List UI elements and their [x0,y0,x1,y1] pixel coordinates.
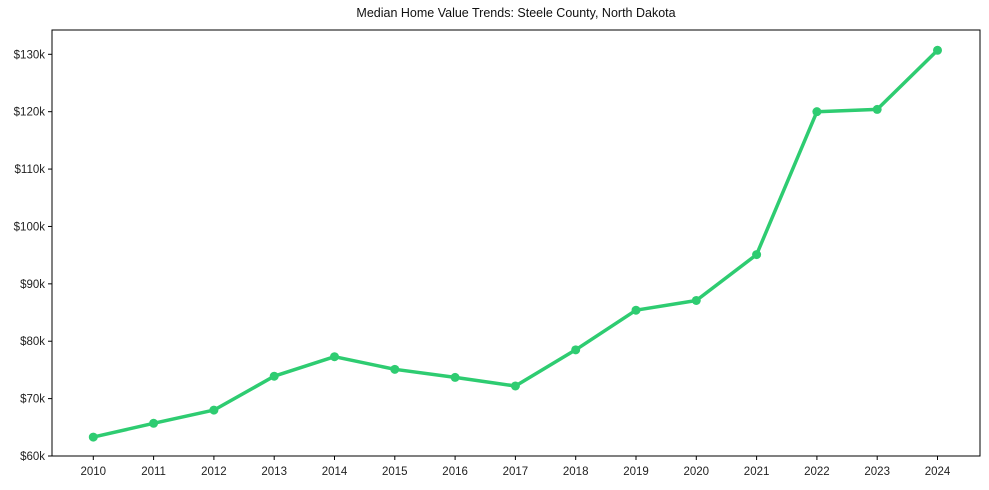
data-point-marker [933,45,942,55]
x-tick-label: 2013 [261,466,287,478]
data-point-marker [510,381,520,391]
x-tick-label: 2014 [322,466,348,478]
data-point-marker [812,107,822,117]
x-tick-label: 2016 [442,466,468,478]
y-tick-label: $80k [20,336,45,348]
x-tick-label: 2019 [623,466,649,478]
data-point-marker [390,364,400,374]
y-tick-label: $130k [14,49,46,61]
data-point-marker [209,405,219,415]
x-tick-label: 2024 [925,466,951,478]
x-tick-label: 2017 [503,466,529,478]
x-tick-label: 2012 [201,466,227,478]
x-tick-label: 2022 [804,466,830,478]
data-point-marker [571,345,581,355]
data-point-marker [269,371,279,381]
data-point-marker [330,352,339,362]
x-tick-label: 2020 [684,466,710,478]
x-tick-label: 2023 [864,466,890,478]
x-tick-label: 2011 [141,466,166,478]
y-tick-label: $60k [20,451,45,463]
y-tick-label: $120k [14,107,46,119]
x-tick-label: 2015 [382,466,408,478]
y-tick-label: $90k [20,279,45,291]
y-tick-label: $70k [20,394,45,406]
data-point-marker [631,305,641,315]
data-point-marker [872,104,882,114]
data-point-marker [149,418,159,428]
plot-frame [51,29,981,457]
x-tick-label: 2018 [563,466,589,478]
chart-title: Median Home Value Trends: Steele County,… [356,6,676,20]
y-tick-label: $110k [15,164,46,176]
x-tick-label: 2021 [744,466,770,478]
data-point-marker [752,250,762,260]
data-point-marker [88,432,98,442]
data-point-marker [450,372,460,382]
data-point-marker [691,295,701,305]
series-line [91,48,940,439]
y-tick-label: $100k [14,221,46,233]
x-tick-label: 2010 [81,466,107,478]
